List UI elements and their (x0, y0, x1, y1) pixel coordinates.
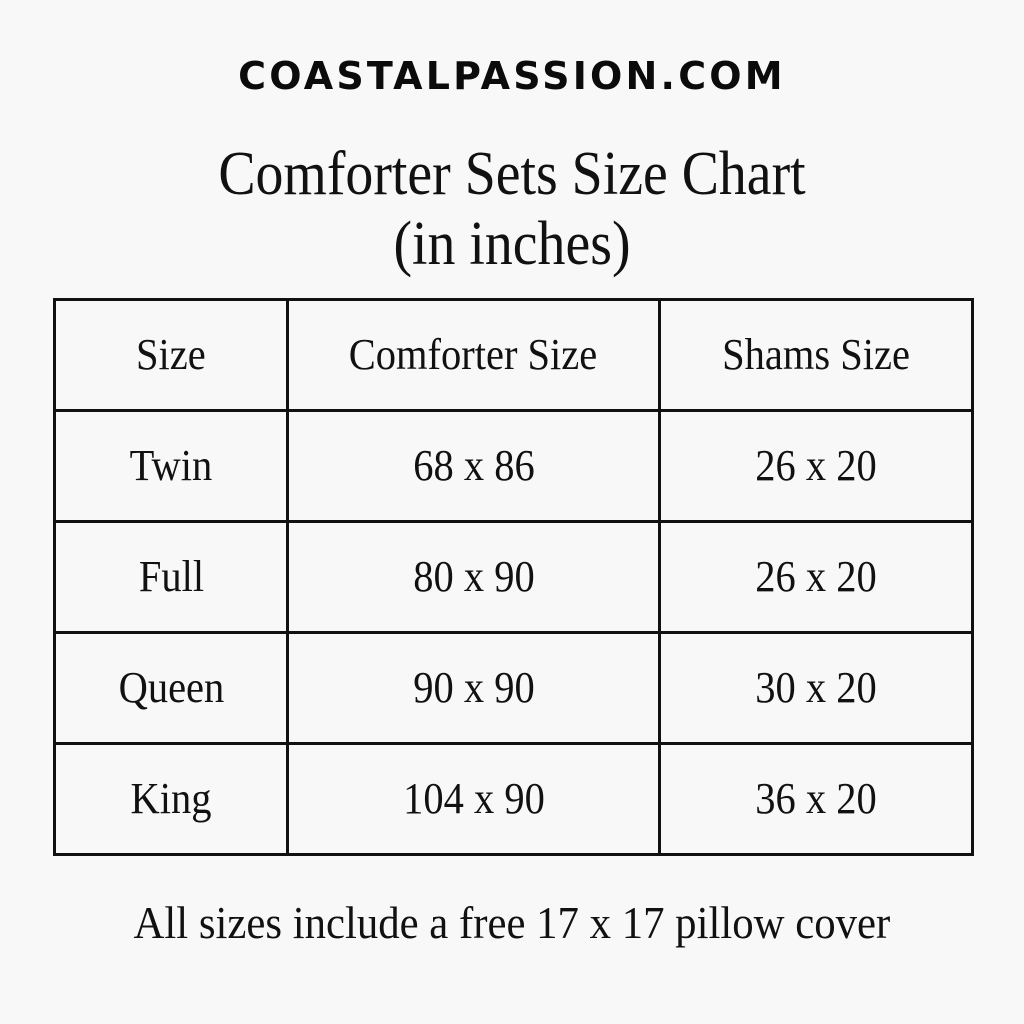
page-title: Comforter Sets Size Chart (in inches) (0, 139, 1024, 279)
cell-shams-size: 36 x 20 (658, 742, 974, 856)
page-title-line-1: Comforter Sets Size Chart (218, 140, 806, 208)
column-header-comforter-size: Comforter Size (286, 298, 661, 412)
cell-shams-size: 26 x 20 (658, 409, 974, 523)
cell-size-value: Queen (118, 662, 224, 712)
cell-size: Full (53, 520, 289, 634)
column-header-shams-size-label: Shams Size (722, 329, 910, 379)
column-header-shams-size: Shams Size (658, 298, 974, 412)
cell-size-value: King (130, 773, 212, 823)
table-row: King 104 x 90 36 x 20 (53, 742, 974, 856)
table-row: Full 80 x 90 26 x 20 (53, 520, 974, 634)
table-header-row: Size Comforter Size Shams Size (53, 298, 974, 412)
column-header-size-label: Size (136, 329, 206, 379)
cell-comforter-size-value: 68 x 86 (412, 440, 535, 490)
footer-note: All sizes include a free 17 x 17 pillow … (0, 897, 1024, 949)
cell-shams-size: 26 x 20 (658, 520, 974, 634)
cell-size-value: Twin (129, 440, 213, 490)
size-chart-table: Size Comforter Size Shams Size Twin 68 x… (53, 298, 974, 856)
cell-comforter-size: 68 x 86 (286, 409, 661, 523)
column-header-size: Size (53, 298, 289, 412)
cell-size-value: Full (138, 551, 204, 601)
cell-shams-size-value: 26 x 20 (755, 440, 877, 490)
cell-comforter-size-value: 104 x 90 (402, 773, 545, 823)
column-header-comforter-size-label: Comforter Size (349, 329, 598, 379)
cell-comforter-size-value: 80 x 90 (412, 551, 535, 601)
brand-wordmark: COASTALPASSION.COM (238, 54, 786, 98)
cell-size: Queen (53, 631, 289, 745)
cell-comforter-size: 90 x 90 (286, 631, 661, 745)
cell-comforter-size-value: 90 x 90 (412, 662, 535, 712)
table-row: Queen 90 x 90 30 x 20 (53, 631, 974, 745)
cell-size: Twin (53, 409, 289, 523)
footer-note-text: All sizes include a free 17 x 17 pillow … (133, 897, 891, 948)
cell-shams-size-value: 30 x 20 (755, 662, 877, 712)
page-title-line-2: (in inches) (393, 210, 631, 279)
cell-size: King (53, 742, 289, 856)
cell-shams-size-value: 26 x 20 (755, 551, 877, 601)
table-row: Twin 68 x 86 26 x 20 (53, 409, 974, 523)
cell-comforter-size: 80 x 90 (286, 520, 661, 634)
cell-shams-size: 30 x 20 (658, 631, 974, 745)
cell-shams-size-value: 36 x 20 (755, 773, 877, 823)
cell-comforter-size: 104 x 90 (286, 742, 661, 856)
